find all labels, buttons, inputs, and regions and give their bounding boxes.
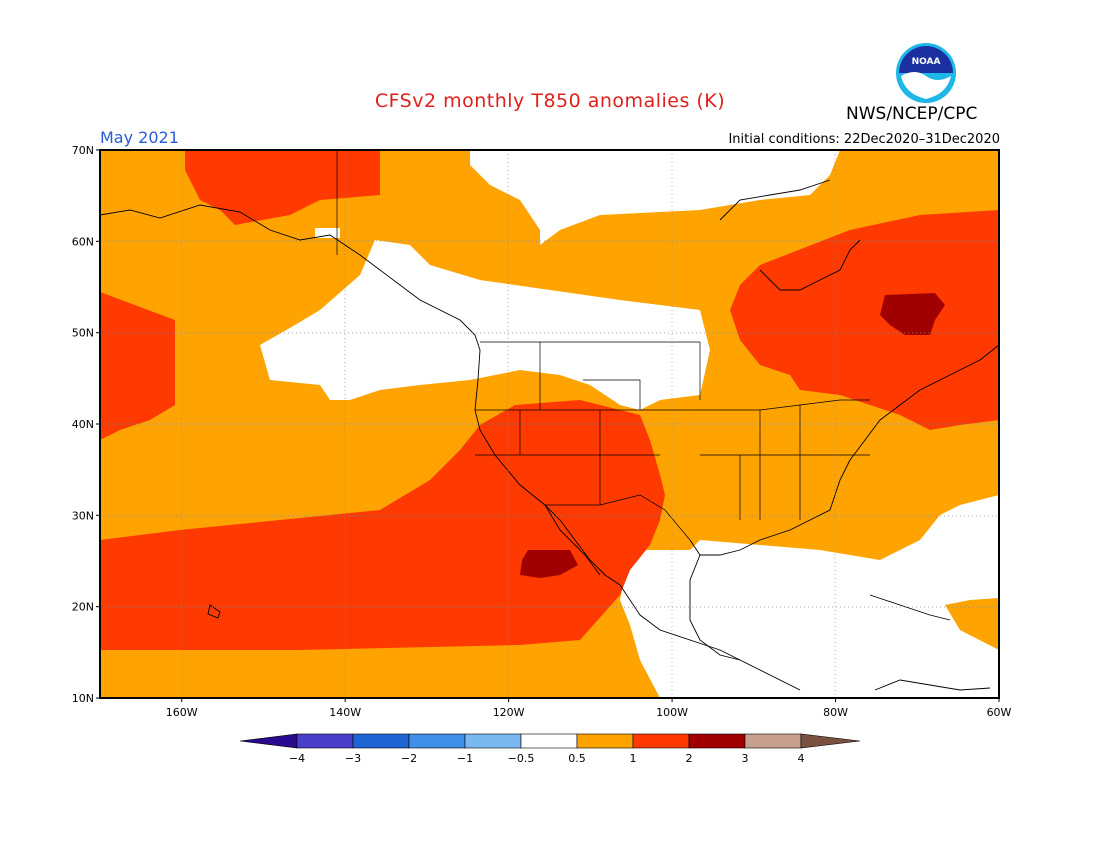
colorbar-label: −4 — [289, 752, 305, 765]
lon-tick-label: 160W — [166, 706, 198, 719]
lat-tick-label: 20N — [72, 601, 94, 614]
colorbar-label: −1 — [457, 752, 473, 765]
lon-tick-label: 140W — [329, 706, 361, 719]
lat-tick-label: 70N — [72, 144, 94, 157]
colorbar-segment — [464, 733, 522, 749]
lat-tick-label: 40N — [72, 418, 94, 431]
colorbar-segment — [744, 733, 802, 749]
political-borders — [336, 150, 870, 541]
agency-label: NWS/NCEP/CPC — [846, 104, 978, 124]
lat-tick-label: 30N — [72, 509, 94, 522]
logo-text: NOAA — [912, 57, 941, 67]
graticule — [100, 150, 999, 698]
colorbar-segment — [688, 733, 746, 749]
lat-tick-label: 50N — [72, 327, 94, 340]
lon-axis: 160W 140W 120W 100W 80W 60W — [166, 698, 1012, 719]
colorbar-label: 0.5 — [568, 752, 586, 765]
anomaly-positive-1-2-regions — [100, 150, 999, 650]
colorbar-segment — [352, 733, 410, 749]
colorbar-high-arrow — [800, 733, 861, 749]
colorbar-label: 4 — [798, 752, 805, 765]
noaa-logo: NOAA — [896, 43, 956, 103]
lon-tick-label: 100W — [656, 706, 688, 719]
colorbar-label: −3 — [345, 752, 361, 765]
initial-conditions: Initial conditions: 22Dec2020–31Dec2020 — [728, 132, 1000, 147]
lat-tick-label: 60N — [72, 235, 94, 248]
colorbar-label: 2 — [686, 752, 693, 765]
colorbar-label: 1 — [630, 752, 637, 765]
colorbar-label: −0.5 — [508, 752, 535, 765]
lon-tick-label: 80W — [823, 706, 848, 719]
lon-tick-label: 60W — [987, 706, 1012, 719]
colorbar-segment — [408, 733, 466, 749]
lat-tick-label: 10N — [72, 692, 94, 705]
colorbar-segment — [296, 733, 354, 749]
lat-axis: 10N 20N 30N 40N 50N 60N 70N — [72, 144, 100, 705]
colorbar-label: 3 — [742, 752, 749, 765]
colorbar-low-arrow — [239, 733, 298, 749]
lon-tick-label: 120W — [493, 706, 525, 719]
forecast-month: May 2021 — [100, 128, 179, 147]
anomaly-positive-2-3-regions — [520, 293, 945, 578]
colorbar-segment — [576, 733, 634, 749]
colorbar-segment — [632, 733, 690, 749]
colorbar-segment — [520, 733, 578, 749]
map-title: CFSv2 monthly T850 anomalies (K) — [374, 90, 726, 112]
anomaly-near-zero-regions — [260, 150, 999, 698]
colorbar-label: −2 — [401, 752, 417, 765]
colorbar: −4 −3 −2 −1 −0.5 0.5 1 2 3 4 — [239, 733, 861, 765]
